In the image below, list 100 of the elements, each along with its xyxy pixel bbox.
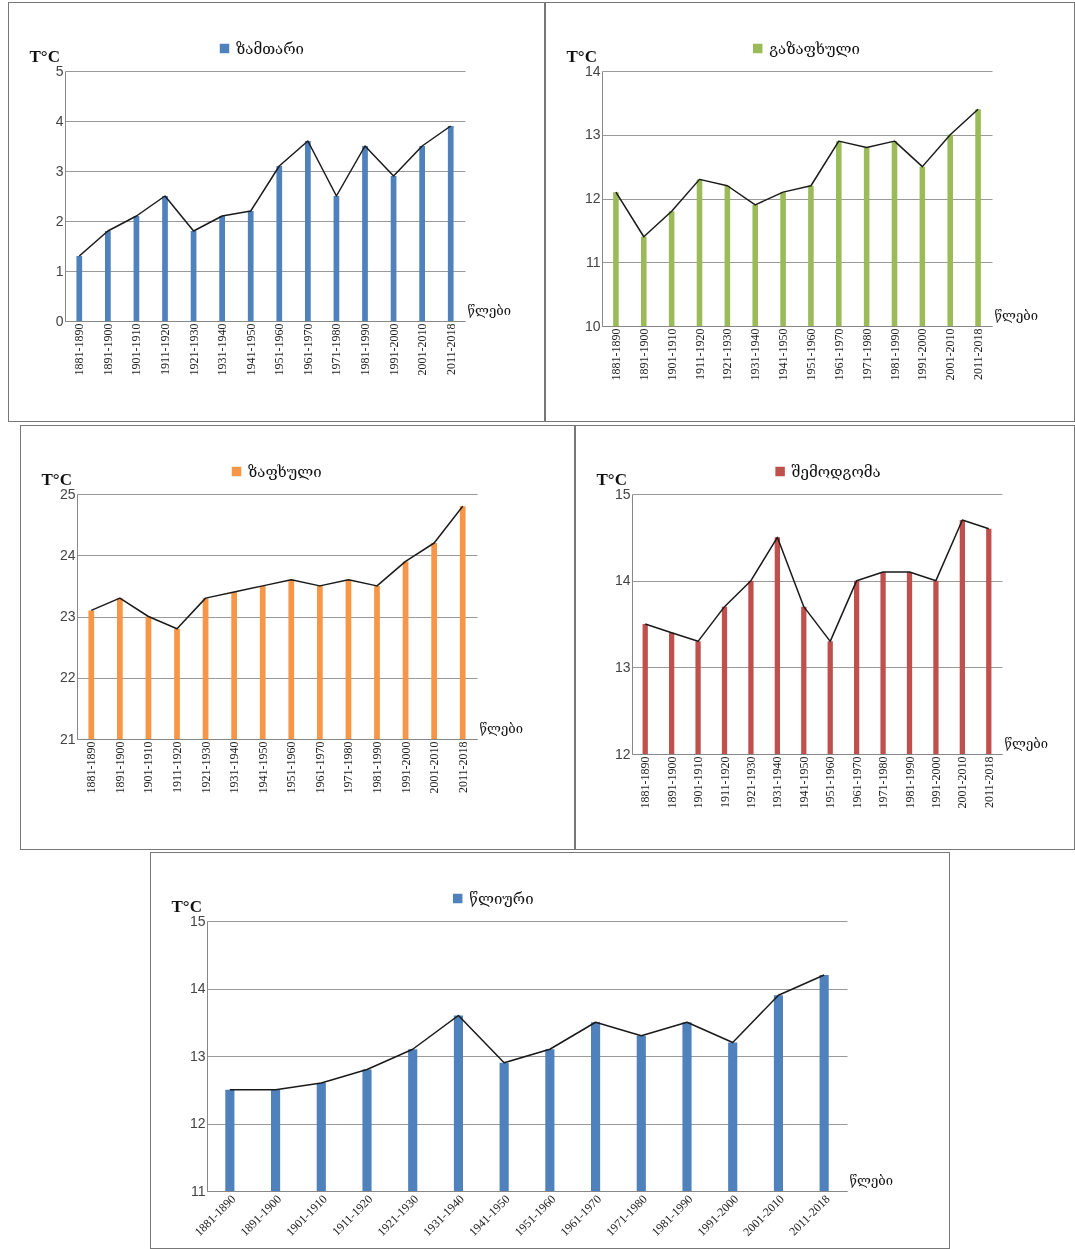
- bar: [162, 196, 168, 321]
- line-series: [615, 108, 979, 238]
- x-axis-title: წლები: [849, 1172, 893, 1188]
- y-tick-label: 1: [55, 262, 64, 279]
- x-tick-label: 1881-1890: [84, 741, 99, 794]
- x-tick-label: 1981-1990: [902, 756, 917, 809]
- x-tick-label: 1931-1940: [748, 328, 763, 381]
- bar: [105, 231, 111, 321]
- x-tick-label: 1991-2000: [915, 328, 930, 381]
- x-tick-label: 1921-1930: [720, 328, 735, 381]
- bar: [419, 146, 425, 321]
- x-tick-label: 1931-1940: [770, 756, 785, 809]
- y-tick-label: 0: [55, 312, 64, 329]
- x-tick-label: 1991-2000: [398, 741, 413, 794]
- bar: [305, 141, 311, 321]
- y-tick-label: 24: [59, 546, 76, 563]
- y-tick-label: 3: [55, 162, 64, 179]
- x-tick-label: 1881-1890: [72, 323, 87, 376]
- x-tick-label: 2011-2018: [981, 756, 996, 809]
- x-tick-label: 1971-1980: [341, 741, 356, 794]
- x-tick-label: 1951-1960: [823, 756, 838, 809]
- x-tick-label: 1911-1920: [692, 328, 707, 381]
- x-tick-label: 2011-2018: [443, 323, 458, 376]
- x-tick-label: 1941-1950: [776, 328, 791, 381]
- bar: [247, 211, 254, 321]
- x-tick-label: 1951-1960: [272, 323, 287, 376]
- legend-label: წლიური: [469, 889, 534, 908]
- x-tick-label: 2011-2018: [971, 328, 986, 381]
- x-tick-label: 1951-1960: [803, 328, 818, 381]
- x-tick-label: 1921-1930: [198, 741, 213, 794]
- x-tick-label: 1961-1970: [849, 756, 864, 809]
- y-tick-label: 13: [614, 658, 631, 675]
- x-tick-label: 1901-1910: [141, 741, 156, 794]
- x-tick-label: 1901-1910: [691, 756, 706, 809]
- x-tick-label: 1931-1940: [227, 741, 242, 794]
- y-tick-label: 22: [59, 669, 76, 686]
- x-tick-label: 1921-1930: [186, 323, 201, 376]
- y-tick-label: 4: [55, 112, 64, 129]
- y-tick-label: 21: [59, 730, 76, 747]
- legend-label: შემოდგომა: [791, 462, 881, 481]
- x-axis-title: წლები: [1004, 735, 1048, 751]
- x-axis-title: წლები: [994, 307, 1038, 323]
- x-tick-label: 1971-1980: [859, 328, 874, 381]
- x-tick-label: 1891-1900: [112, 741, 127, 794]
- x-tick-label: 1881-1890: [638, 756, 653, 809]
- x-tick-label: 1911-1920: [717, 756, 732, 809]
- y-tick-label: 13: [189, 1047, 206, 1064]
- x-tick-label: 1901-1910: [129, 323, 144, 376]
- x-tick-label: 2011-2018: [455, 741, 470, 794]
- x-tick-label: 1961-1970: [312, 741, 327, 794]
- x-tick-label: 2001-2010: [427, 741, 442, 794]
- legend-label: გაზაფხული: [769, 39, 860, 58]
- x-tick-label: 1911-1920: [158, 323, 172, 376]
- y-tick-label: 10: [584, 317, 601, 334]
- x-tick-label: 1991-2000: [928, 756, 943, 809]
- bar: [219, 216, 225, 321]
- y-tick-label: 13: [584, 126, 601, 143]
- x-tick-label: 1991-2000: [386, 323, 401, 376]
- x-tick-label: 2001-2010: [415, 323, 430, 376]
- y-tick-label: 11: [190, 1182, 206, 1199]
- x-tick-label: 1981-1990: [370, 741, 384, 794]
- x-tick-label: 1971-1980: [329, 323, 344, 376]
- x-tick-label: 1891-1900: [100, 323, 115, 376]
- x-tick-label: 1921-1930: [743, 756, 758, 809]
- x-tick-label: 1891-1900: [664, 756, 679, 809]
- x-tick-label: 1901-1910: [664, 328, 679, 381]
- line-series: [644, 519, 990, 643]
- bar: [362, 146, 368, 321]
- y-tick-label: 11: [585, 253, 601, 270]
- x-tick-label: 1981-1990: [358, 323, 372, 376]
- x-tick-label: 1941-1950: [255, 741, 270, 794]
- legend-label: ზაფხული: [248, 462, 322, 481]
- y-tick-label: 12: [189, 1115, 206, 1131]
- bar: [447, 126, 454, 321]
- y-tick-label: 14: [614, 572, 631, 589]
- y-tick-label: 2: [55, 212, 64, 229]
- legend-label: ზამთარი: [236, 39, 304, 58]
- y-tick-label: 12: [614, 745, 631, 762]
- x-tick-label: 2001-2010: [955, 756, 970, 809]
- x-tick-label: 1971-1980: [876, 756, 891, 809]
- x-tick-label: 1931-1940: [215, 323, 230, 376]
- x-tick-label: 1941-1950: [796, 756, 811, 809]
- x-tick-label: 1941-1950: [243, 323, 258, 376]
- x-tick-label: 2001-2010: [943, 328, 958, 381]
- line-series: [90, 505, 464, 630]
- x-tick-label: 1891-1900: [636, 328, 651, 381]
- line-series: [229, 974, 825, 1091]
- x-tick-label: 1911-1920: [170, 741, 184, 794]
- x-axis-title: წლები: [479, 720, 523, 736]
- x-tick-label: 1951-1960: [284, 741, 299, 794]
- x-tick-label: 1961-1970: [831, 328, 846, 381]
- bar: [76, 256, 83, 321]
- x-tick-label: 1981-1990: [887, 328, 902, 381]
- bar: [276, 166, 283, 321]
- x-tick-label: 1881-1890: [608, 328, 623, 381]
- line-series: [78, 125, 452, 257]
- x-tick-label: 1961-1970: [300, 323, 315, 376]
- y-tick-label: 23: [59, 608, 76, 624]
- y-tick-label: 12: [584, 190, 601, 206]
- y-tick-label: 14: [189, 980, 206, 996]
